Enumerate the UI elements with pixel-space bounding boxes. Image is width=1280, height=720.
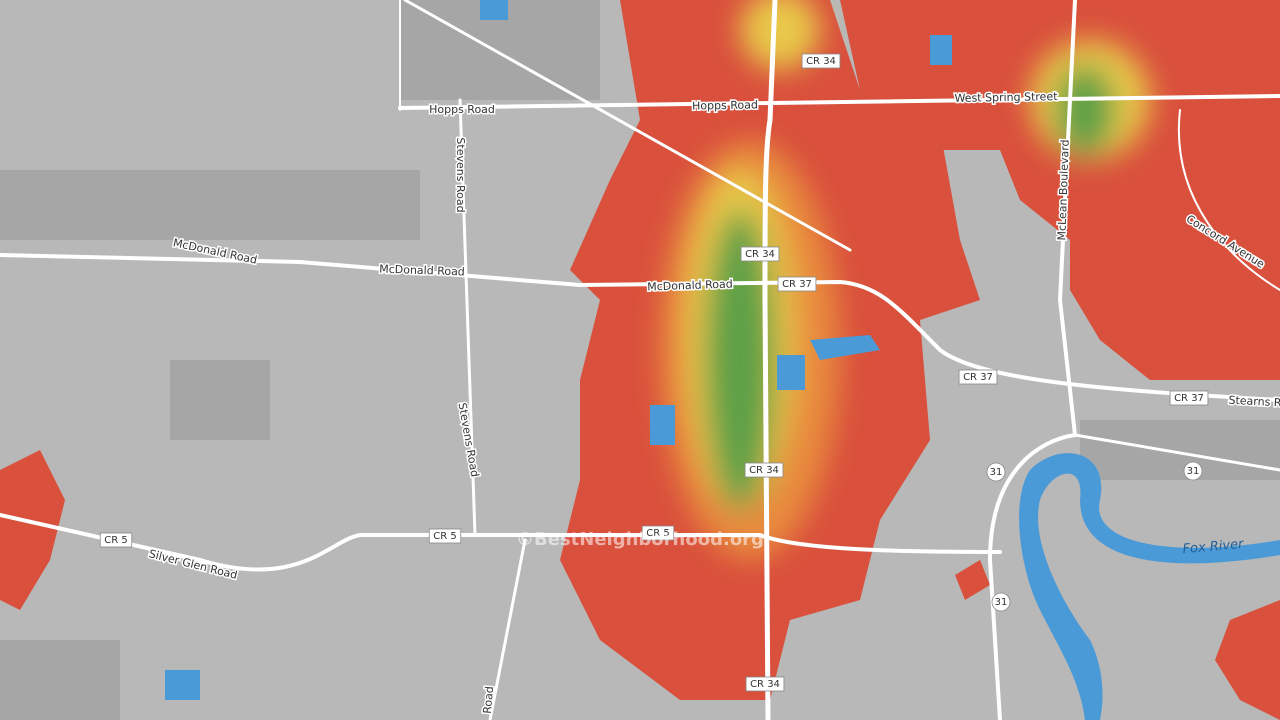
road-label: CR 37 [958,369,998,385]
road-label-text: CR 5 [646,528,669,539]
road-label: CR 5 [428,528,462,544]
road-label: Fox River [1182,537,1246,557]
road-label-text: Hopps Road [692,98,758,112]
road-label-text: McDonald Road [647,278,733,294]
road-shield [958,369,998,385]
road-label: McDonald Road [645,276,734,295]
road-shield [801,53,841,69]
road-label-text: Road [481,686,496,715]
road-label-text: Stearns R [1228,394,1280,410]
road-label: CR 34 [801,53,841,69]
road-shield [986,462,1006,482]
road-label-text: CR 34 [750,679,780,690]
road-shield [99,532,133,548]
road-label: CR 34 [740,246,780,262]
road-label-text: McLean Boulevard [1055,139,1072,240]
road-label-text: CR 37 [1174,393,1204,404]
road-shield [740,246,780,262]
road-label-text: CR 5 [433,531,456,542]
road-label-text: CR 34 [806,56,836,67]
road-label-text: CR 37 [963,372,993,383]
road-label-text: West Spring Street [954,90,1058,105]
road-label: 31 [1183,461,1203,481]
road-shield [745,676,785,692]
road-label-text: CR 34 [745,249,775,260]
road-shield [1183,461,1203,481]
road-shield [777,276,817,292]
road-label: McLean Boulevard [1054,138,1074,242]
road-label: Road [479,684,497,716]
river-label: Fox River [1182,537,1246,557]
road-label: 31 [991,592,1011,612]
road-label-text: 31 [990,467,1003,478]
road-label: CR 5 [99,532,133,548]
water [165,0,1280,720]
road-label-text: CR 5 [104,535,127,546]
road-label-text: Hopps Road [429,103,495,116]
road-label: CR 34 [745,676,785,692]
road-label: McDonald Road [378,261,467,280]
road-label-text: 31 [1187,466,1200,477]
watermark: ©BestNeighborhood.org [516,529,764,550]
road-shield [428,528,462,544]
road-label: Hopps Road [690,97,759,114]
road-label-text: 31 [995,597,1008,608]
road-label-text: McDonald Road [379,263,465,279]
road-label-text: Stevens Road [454,137,467,212]
road-label: 31 [986,462,1006,482]
road-shield [744,462,784,478]
road-label: West Spring Street [953,89,1060,107]
road-label: CR 34 [744,462,784,478]
road-shield [991,592,1011,612]
road-label-text: CR 37 [782,279,812,290]
road-label: Stevens Road [453,136,469,214]
road-label: CR 37 [1169,390,1209,406]
road-shield [1169,390,1209,406]
road-label: CR 5 [641,525,675,541]
road-label-text: CR 34 [749,465,779,476]
road-shield [641,525,675,541]
road-label: CR 37 [777,276,817,292]
road-label: Stearns R [1227,392,1280,411]
road-label: Hopps Road [428,102,497,118]
